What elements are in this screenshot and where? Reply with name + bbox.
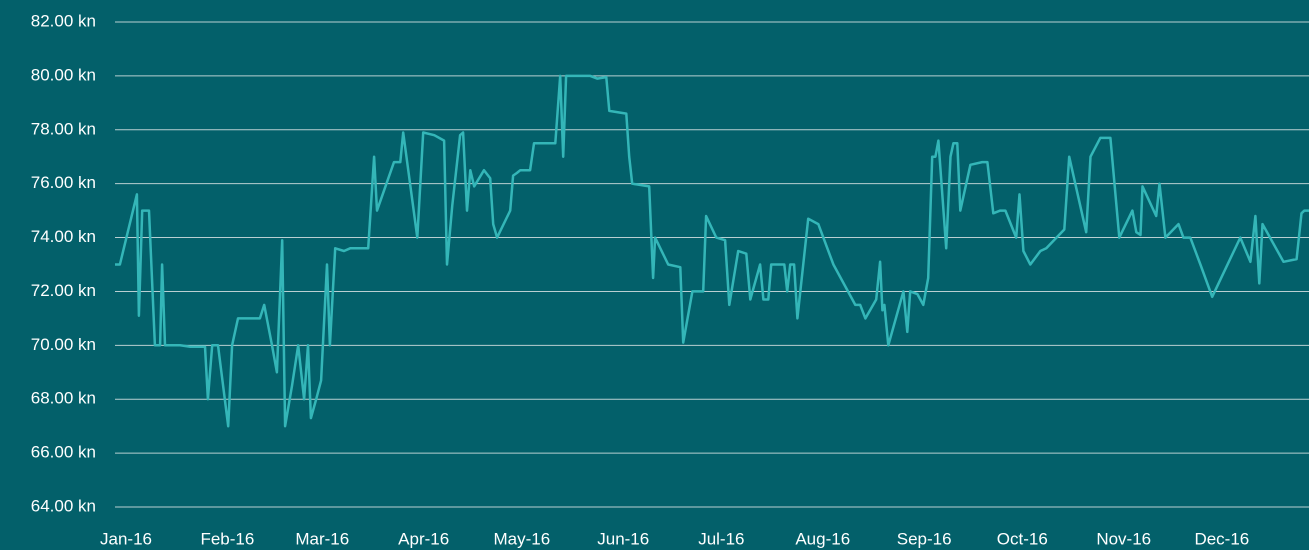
y-tick-label: 80.00 kn xyxy=(31,65,96,84)
x-tick-label: Jun-16 xyxy=(597,529,649,548)
x-tick-label: May-16 xyxy=(493,529,550,548)
y-tick-label: 66.00 kn xyxy=(31,443,96,462)
y-tick-label: 72.00 kn xyxy=(31,281,96,300)
y-tick-label: 76.00 kn xyxy=(31,173,96,192)
x-tick-label: Mar-16 xyxy=(295,529,349,548)
x-tick-label: Jan-16 xyxy=(100,529,152,548)
y-tick-label: 82.00 kn xyxy=(31,11,96,30)
x-tick-label: Jul-16 xyxy=(698,529,744,548)
x-tick-label: Oct-16 xyxy=(997,529,1048,548)
x-tick-label: Feb-16 xyxy=(200,529,254,548)
x-tick-label: Sep-16 xyxy=(897,529,952,548)
x-tick-label: Aug-16 xyxy=(795,529,850,548)
x-tick-label: Dec-16 xyxy=(1194,529,1249,548)
y-tick-label: 74.00 kn xyxy=(31,227,96,246)
y-tick-label: 64.00 kn xyxy=(31,496,96,515)
y-tick-label: 70.00 kn xyxy=(31,335,96,354)
price-line xyxy=(115,74,1309,428)
x-tick-label: Nov-16 xyxy=(1096,529,1151,548)
y-tick-label: 68.00 kn xyxy=(31,389,96,408)
x-tick-label: Apr-16 xyxy=(398,529,449,548)
y-tick-label: 78.00 kn xyxy=(31,119,96,138)
